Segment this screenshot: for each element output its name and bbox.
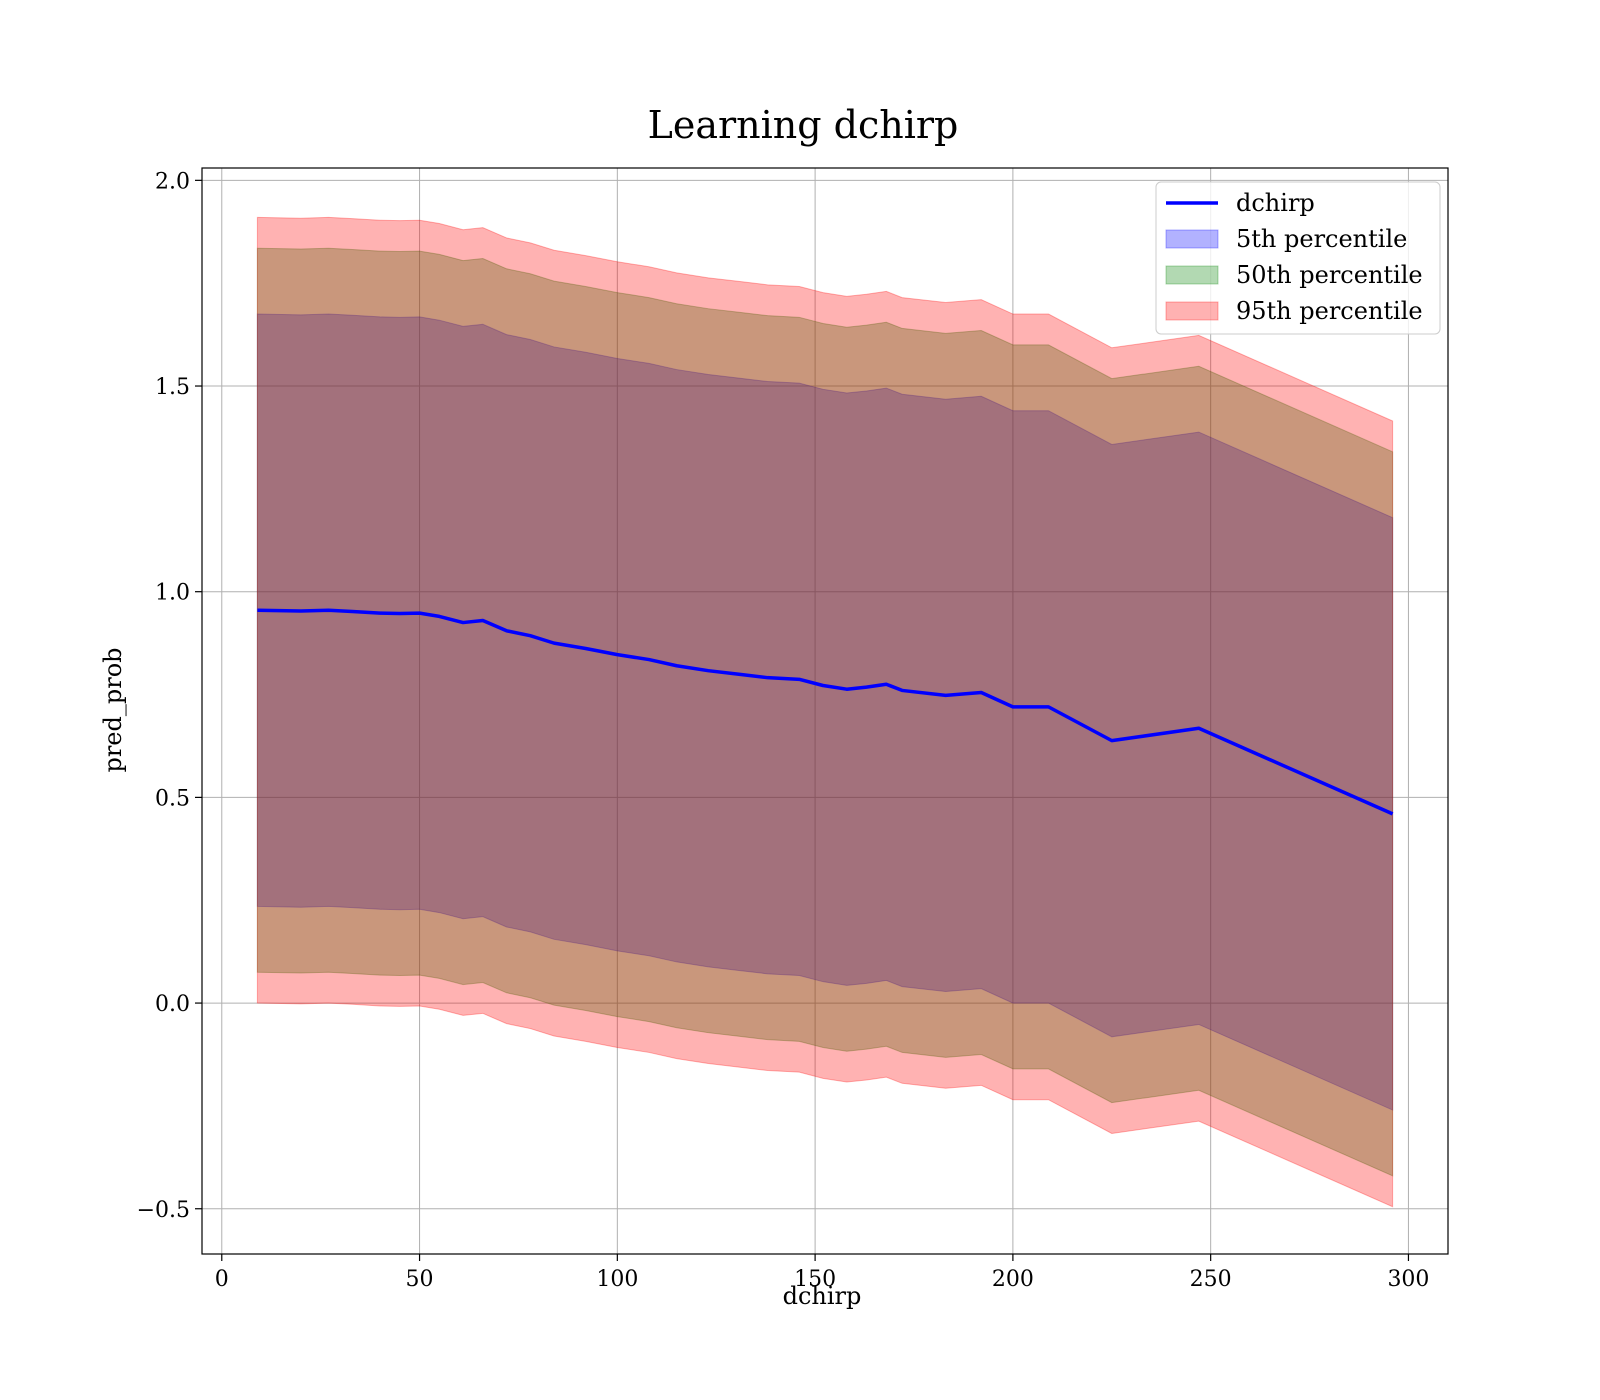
y-tick-label: 1.0 [155,581,190,606]
x-tick-label: 200 [992,1267,1034,1292]
y-axis-label: pred_prob [99,647,127,772]
legend-swatch-band [1165,301,1219,321]
x-tick-label: 300 [1387,1267,1429,1292]
y-tick-label: 1.5 [155,375,190,400]
y-tick-label: 0.0 [155,992,190,1017]
y-tick-label: 2.0 [155,169,190,194]
x-tick-label: 250 [1190,1267,1232,1292]
series-lines [257,608,1394,816]
band-50th-percentile [256,247,1394,1177]
percentile-bands [256,216,1394,1208]
legend-label: 95th percentile [1236,297,1423,325]
x-tick-label: 0 [215,1267,229,1292]
legend-label: 5th percentile [1236,225,1407,253]
legend-swatch-band [1165,265,1219,285]
legend-label: 50th percentile [1236,261,1423,289]
axis-ticks: 0 50 100 150 200 250 300 −0.5 0.0 0.5 1.0 1.5 2.0 [137,169,1430,1292]
legend-swatch-band [1165,229,1219,249]
chart-title: Learning dchirp [648,103,959,147]
legend: dchirp 5th percentile 50th percentile 95th … [1155,181,1441,335]
x-tick-label: 100 [596,1267,638,1292]
y-tick-label: −0.5 [137,1198,190,1223]
band-5th-percentile [256,313,1394,1111]
series-line-dchirp [257,608,1394,816]
legend-box [1155,181,1441,335]
y-tick-label: 0.5 [155,786,190,811]
plot-area-frame [201,167,1449,1255]
x-tick-label: 150 [794,1267,836,1292]
x-axis-label: dchirp [783,1282,862,1310]
band-95th-percentile [256,216,1394,1208]
x-tick-label: 50 [406,1267,434,1292]
legend-label: dchirp [1236,189,1315,217]
grid [202,168,1448,1254]
